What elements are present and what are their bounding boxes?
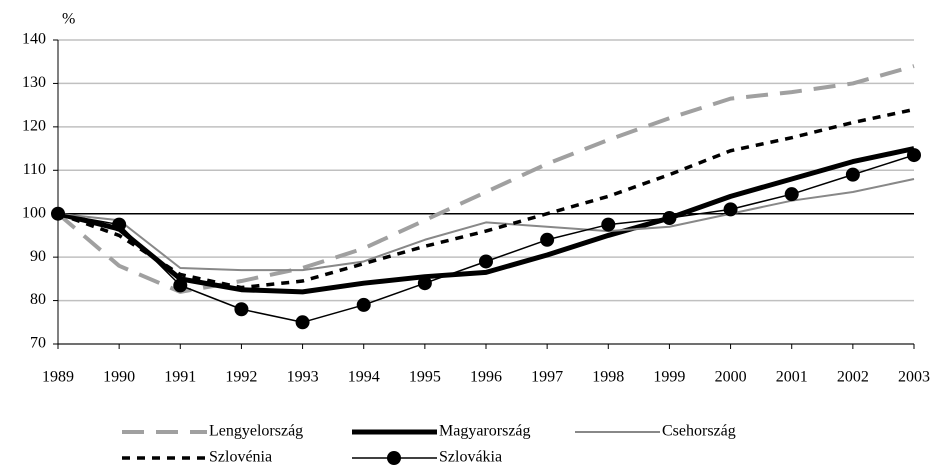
- series-marker: [479, 254, 493, 269]
- legend-label: Szlovákia: [439, 449, 502, 466]
- series-line: [57, 107, 915, 290]
- y-tick-label: 70: [30, 335, 46, 352]
- x-tick-label: 2002: [837, 369, 869, 386]
- series-marker: [173, 278, 188, 293]
- series-line: [57, 177, 915, 272]
- legend-label: Magyarország: [439, 423, 531, 440]
- series-line: [57, 146, 915, 295]
- x-tick-label: 2001: [776, 369, 808, 386]
- x-tick-label: 1991: [164, 369, 196, 386]
- x-tick-label: 1990: [103, 369, 135, 386]
- y-axis-label: %: [62, 11, 75, 28]
- series-marker: [662, 211, 677, 226]
- x-tick-label: 1992: [225, 369, 257, 386]
- series-marker: [295, 315, 310, 330]
- x-tick-label: 1994: [348, 369, 380, 386]
- x-tick-label: 1989: [42, 369, 74, 386]
- y-tick-label: 110: [23, 161, 46, 178]
- series-marker: [51, 206, 65, 221]
- y-tick-label: 120: [22, 118, 46, 135]
- legend-label: Lengyelország: [209, 423, 303, 440]
- legend-label: Szlovénia: [209, 449, 272, 466]
- series-marker: [356, 297, 371, 312]
- y-tick-label: 130: [22, 74, 46, 91]
- x-tick-label: 1995: [409, 369, 441, 386]
- y-tick-label: 140: [22, 31, 46, 48]
- series-marker: [784, 187, 799, 202]
- x-tick-label: 1996: [470, 369, 502, 386]
- y-tick-label: 90: [30, 248, 46, 265]
- legend-marker: [387, 451, 401, 465]
- legend-label: Csehország: [662, 423, 736, 440]
- x-tick-label: 2003: [898, 369, 930, 386]
- series-marker: [540, 232, 555, 247]
- x-tick-label: 1997: [531, 369, 563, 386]
- y-tick-label: 80: [30, 291, 46, 308]
- series-marker: [112, 217, 127, 232]
- x-tick-label: 1993: [287, 369, 319, 386]
- series-marker: [845, 167, 860, 182]
- x-tick-label: 1999: [653, 369, 685, 386]
- series-marker: [417, 276, 432, 291]
- series-marker: [723, 202, 738, 217]
- series-marker: [234, 302, 249, 317]
- series-marker: [601, 217, 616, 232]
- series-marker: [907, 148, 921, 163]
- x-tick-label: 2000: [715, 369, 747, 386]
- x-tick-label: 1998: [592, 369, 624, 386]
- y-tick-label: 100: [22, 204, 46, 221]
